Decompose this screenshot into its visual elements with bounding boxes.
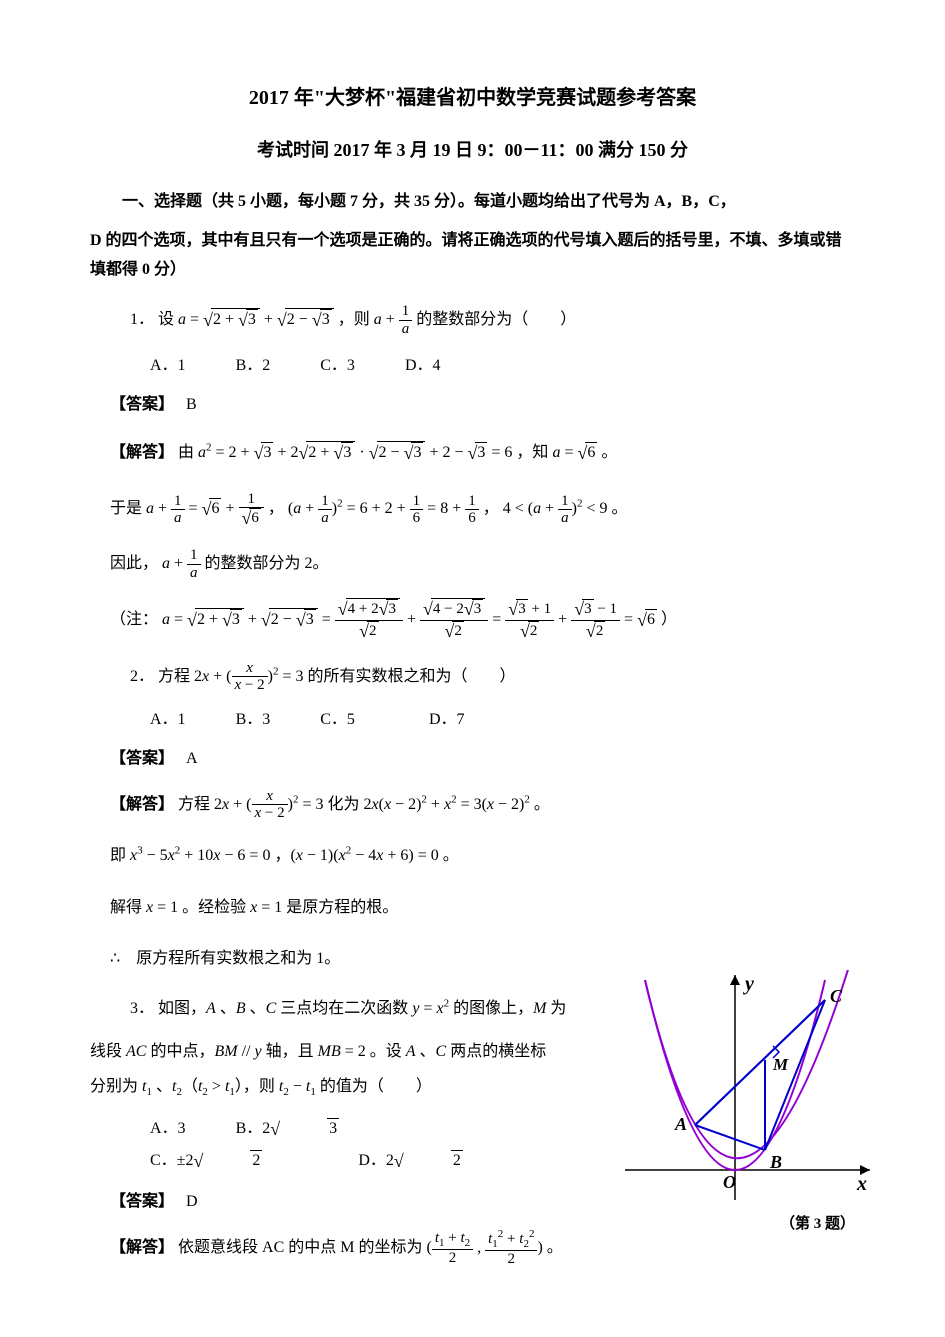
q1-note: （注： a = √2 + √3 + √2 − √3 = √4 + 2√3√2 +…: [110, 597, 855, 644]
q3-opt-b: B．2√3: [236, 1113, 386, 1145]
q2-sol-p3: 解得 x = 1 。经检验 x = 1 是原方程的根。: [110, 887, 855, 929]
svg-text:x: x: [856, 1173, 867, 1195]
q3-sol-p1-suf: 。: [547, 1239, 563, 1256]
q2-answer-label: 【答案】: [110, 750, 166, 767]
q3-answer: D: [186, 1193, 198, 1210]
q1-math-a-def: a: [178, 311, 186, 328]
q1-solution-label: 【解答】: [110, 444, 174, 461]
q2-sol-p1-end: 。: [534, 796, 550, 813]
svg-text:C: C: [830, 986, 843, 1006]
q1-sol-p3-suf: 的整数部分为 2。: [205, 555, 329, 572]
q2-opt-b: B．3: [236, 706, 271, 735]
q1-sol-p1-mid: ，知: [516, 444, 552, 461]
q2-options: A．1 B．3 C．5 D．7: [150, 706, 855, 735]
q1-solution: 【解答】 由 a2 = 2 + √3 + 2√2 + √3 · √2 − √3 …: [110, 430, 855, 585]
q2-opt-a: A．1: [150, 706, 186, 735]
q2-stem: 2． 方程 2x + (xx − 2)2 = 3 的所有实数根之和为（ ）: [130, 658, 855, 696]
q3-answer-label: 【答案】: [110, 1193, 166, 1210]
q1-note-pre: （注：: [110, 611, 158, 628]
q1-opt-a: A．1: [150, 352, 186, 381]
q1-opt-d: D．4: [405, 352, 441, 381]
q3-stem-l1: 3． 如图，A 、B 、C 三点均在二次函数 y = x2 的图像上，M 为: [130, 990, 595, 1028]
parabola-svg: O x y A B C M: [625, 970, 875, 1210]
svg-text:y: y: [743, 973, 754, 995]
q3-figure-caption: （第 3 题）: [780, 1211, 855, 1238]
q2-text-pre: 方程: [158, 668, 194, 685]
svg-text:B: B: [769, 1152, 782, 1172]
q1-answer: B: [186, 396, 197, 413]
q1-text-pre: 设: [158, 311, 178, 328]
q1-sol-p1-pre: 由: [178, 444, 198, 461]
q1-options: A．1 B．2 C．3 D．4: [150, 352, 855, 381]
q1-sol-p1-end: 。: [601, 444, 617, 461]
q2-opt-c: C．5: [320, 706, 355, 735]
q1-note-suf: ）: [661, 611, 677, 628]
q1-sol-p2-suf: 。: [611, 500, 627, 517]
q2-number: 2．: [130, 668, 154, 685]
svg-text:M: M: [772, 1055, 789, 1074]
q1-answer-line: 【答案】 B: [110, 391, 855, 420]
svg-text:O: O: [723, 1172, 736, 1192]
q2-sol-p2-pre: 即: [110, 847, 130, 864]
q3-options: A．3 B．2√3 C．±2√2 D．2√2: [150, 1113, 595, 1178]
q3-opt-a: A．3: [150, 1115, 186, 1144]
q1-answer-label: 【答案】: [110, 396, 166, 413]
q1-text-mid: ，则: [338, 311, 374, 328]
q1-number: 1．: [130, 311, 154, 328]
q3-opt-c: C．±2√2: [150, 1145, 308, 1177]
q1-sol-p3-pre: 因此，: [110, 555, 158, 572]
q2-text-suf: 的所有实数根之和为（ ）: [308, 668, 516, 685]
section-intro-line1: 一、选择题（共 5 小题，每小题 7 分，共 35 分）。每道小题均给出了代号为…: [90, 188, 855, 217]
page-title: 2017 年"大梦杯"福建省初中数学竞赛试题参考答案: [90, 80, 855, 116]
q2-sol-p2-end: 。: [443, 847, 459, 864]
q3-sol-p1-pre: 依题意线段 AC 的中点 M 的坐标为: [178, 1239, 426, 1256]
q2-sol-p1-pre: 方程: [178, 796, 214, 813]
q2-sol-p1-mid: 化为: [328, 796, 364, 813]
q3-number: 3．: [130, 1000, 154, 1017]
q2-answer-line: 【答案】 A: [110, 745, 855, 774]
q3-figure: O x y A B C M （第 3 题）: [625, 970, 875, 1210]
q3-stem-l2: 线段 AC 的中点，BM // y 轴，且 MB = 2 。设 A 、C 两点的…: [90, 1038, 595, 1067]
q1-opt-c: C．3: [320, 352, 355, 381]
q3-opt-d: D．2√2: [358, 1145, 508, 1177]
q3-solution-label: 【解答】: [110, 1239, 174, 1256]
q1-opt-b: B．2: [236, 352, 271, 381]
q2-opt-d: D．7: [429, 706, 465, 735]
q2-solution: 【解答】 方程 2x + (xx − 2)2 = 3 化为 2x(x − 2)2…: [110, 784, 855, 980]
q3-solution: 【解答】 依题意线段 AC 的中点 M 的坐标为 (t1 + t22 , t12…: [110, 1227, 595, 1269]
q3-answer-line: 【答案】 D: [110, 1188, 595, 1217]
q2-solution-label: 【解答】: [110, 796, 174, 813]
q2-answer: A: [186, 750, 198, 767]
svg-text:A: A: [674, 1114, 687, 1134]
q1-stem: 1． 设 a = √2 + √3 + √2 − √3 ，则 a + 1a 的整数…: [130, 299, 855, 342]
q3-stem-l3: 分别为 t1 、t2（t2 > t1），则 t2 − t1 的值为（ ）: [90, 1073, 595, 1103]
q1-text-suf: 的整数部分为（ ）: [416, 311, 576, 328]
q1-sol-p2-pre: 于是: [110, 500, 146, 517]
page-subtitle: 考试时间 2017 年 3 月 19 日 9：00－11：00 满分 150 分: [90, 134, 855, 166]
section-intro-line2: D 的四个选项，其中有且只有一个选项是正确的。请将正确选项的代号填入题后的括号里…: [90, 227, 855, 285]
